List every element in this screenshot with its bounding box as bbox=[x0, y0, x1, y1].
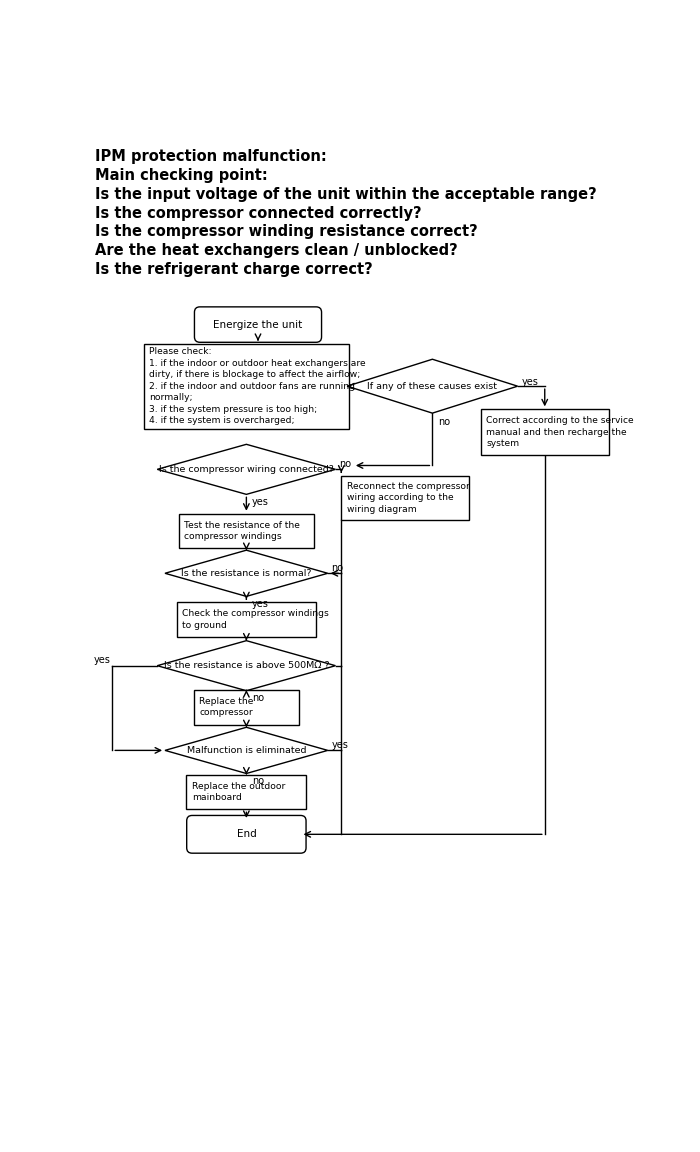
Text: IPM protection malfunction:: IPM protection malfunction: bbox=[95, 149, 327, 164]
Polygon shape bbox=[158, 445, 335, 494]
Text: Is the compressor connected correctly?: Is the compressor connected correctly? bbox=[95, 205, 422, 221]
Polygon shape bbox=[347, 359, 517, 414]
Text: Reconnect the compressor
wiring according to the
wiring diagram: Reconnect the compressor wiring accordin… bbox=[346, 482, 470, 514]
Text: Energize the unit: Energize the unit bbox=[214, 319, 302, 329]
FancyBboxPatch shape bbox=[187, 816, 306, 854]
Text: no: no bbox=[340, 458, 351, 469]
Text: yes: yes bbox=[522, 377, 538, 387]
Polygon shape bbox=[158, 641, 335, 691]
Text: Is the resistance is above 500MΩ ?: Is the resistance is above 500MΩ ? bbox=[164, 661, 329, 670]
Text: yes: yes bbox=[252, 599, 269, 609]
Text: If any of these causes exist: If any of these causes exist bbox=[368, 381, 498, 391]
Text: yes: yes bbox=[252, 497, 269, 507]
Text: Replace the
compressor: Replace the compressor bbox=[199, 697, 254, 718]
Text: Malfunction is eliminated: Malfunction is eliminated bbox=[187, 745, 306, 755]
FancyBboxPatch shape bbox=[342, 476, 469, 521]
FancyBboxPatch shape bbox=[176, 602, 316, 637]
Text: yes: yes bbox=[94, 655, 111, 666]
Text: yes: yes bbox=[332, 740, 349, 750]
FancyBboxPatch shape bbox=[194, 690, 299, 725]
Text: Is the compressor wiring connected?: Is the compressor wiring connected? bbox=[159, 465, 334, 473]
FancyBboxPatch shape bbox=[481, 409, 609, 455]
Text: Check the compressor windings
to ground: Check the compressor windings to ground bbox=[182, 609, 329, 630]
Text: no: no bbox=[252, 694, 264, 704]
Text: no: no bbox=[439, 417, 451, 427]
Text: Test the resistance of the
compressor windings: Test the resistance of the compressor wi… bbox=[184, 521, 300, 541]
Text: Is the resistance is normal?: Is the resistance is normal? bbox=[181, 569, 312, 578]
FancyBboxPatch shape bbox=[178, 514, 314, 548]
Text: Is the input voltage of the unit within the acceptable range?: Is the input voltage of the unit within … bbox=[95, 187, 597, 202]
Polygon shape bbox=[165, 551, 328, 597]
Polygon shape bbox=[165, 727, 328, 773]
Text: Are the heat exchangers clean / unblocked?: Are the heat exchangers clean / unblocke… bbox=[95, 243, 458, 258]
Text: Replace the outdoor
mainboard: Replace the outdoor mainboard bbox=[192, 782, 285, 802]
Text: Is the compressor winding resistance correct?: Is the compressor winding resistance cor… bbox=[95, 225, 478, 240]
Text: Main checking point:: Main checking point: bbox=[95, 168, 268, 183]
FancyBboxPatch shape bbox=[195, 306, 321, 342]
Text: Correct according to the service
manual and then recharge the
system: Correct according to the service manual … bbox=[486, 416, 634, 448]
Text: Is the refrigerant charge correct?: Is the refrigerant charge correct? bbox=[95, 263, 373, 278]
FancyBboxPatch shape bbox=[186, 774, 307, 810]
Text: End: End bbox=[237, 829, 256, 840]
Text: no: no bbox=[332, 563, 344, 573]
Text: no: no bbox=[252, 776, 264, 786]
FancyBboxPatch shape bbox=[144, 343, 349, 429]
Text: Please check:
1. if the indoor or outdoor heat exchangers are
dirty, if there is: Please check: 1. if the indoor or outdoo… bbox=[149, 348, 365, 425]
